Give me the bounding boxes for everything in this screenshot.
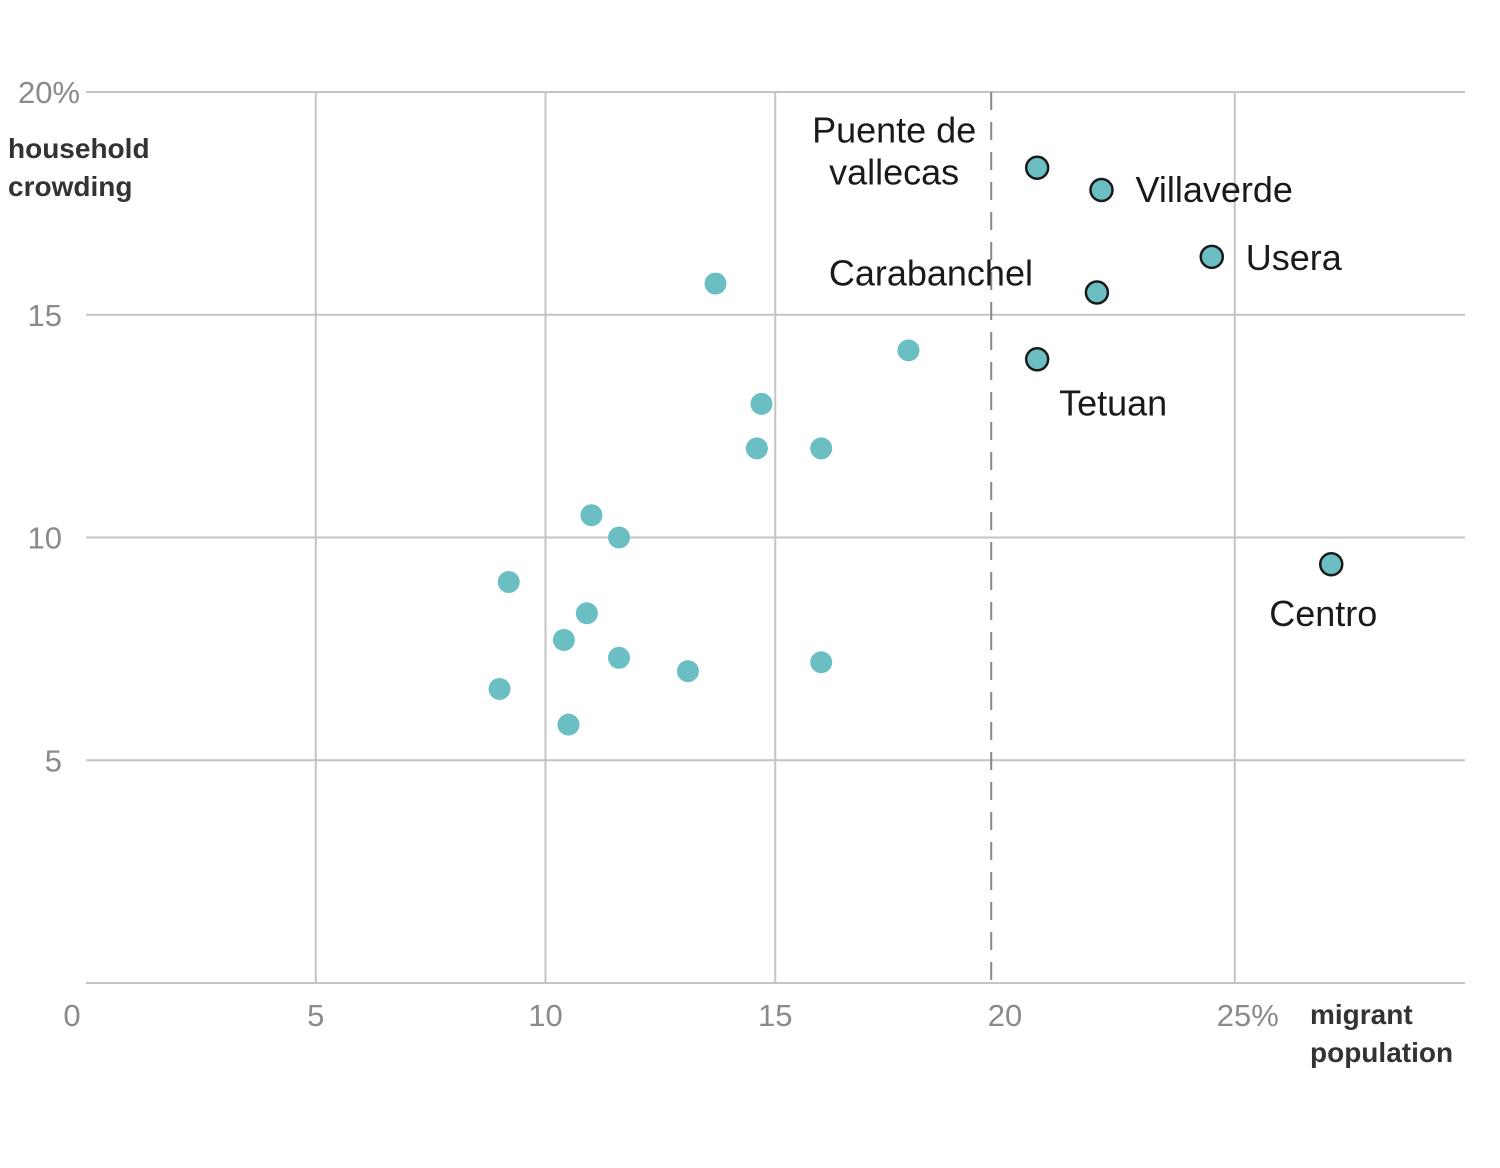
data-point (750, 392, 773, 415)
data-point (497, 571, 520, 594)
y-tick-label: 15 (28, 298, 62, 333)
point-label: Carabanchel (829, 252, 1033, 293)
x-tick-label: 5 (307, 998, 324, 1033)
highlighted-point (1024, 155, 1050, 180)
highlighted-point (1024, 347, 1050, 372)
data-point (897, 339, 920, 362)
y-axis-title: household (8, 133, 150, 164)
data-point (704, 272, 727, 295)
data-point (488, 677, 511, 700)
highlighted-point (1199, 244, 1225, 270)
point-label: Puente de (812, 110, 976, 151)
data-point (810, 437, 833, 460)
data-point (608, 646, 631, 669)
point-label: Centro (1269, 593, 1377, 634)
data-point (580, 504, 603, 527)
point-label: vallecas (829, 152, 959, 193)
point-label: Usera (1246, 237, 1343, 278)
x-tick-label: 25% (1217, 998, 1279, 1033)
data-point (810, 651, 833, 674)
data-point (608, 526, 631, 549)
y-tick-label: 5 (45, 743, 62, 778)
data-point (557, 713, 580, 736)
x-tick-label: 15 (758, 998, 792, 1033)
y-axis-title: crowding (8, 171, 132, 202)
data-point (745, 437, 768, 460)
highlighted-point (1089, 177, 1114, 203)
y-tick-label: 20% (18, 75, 80, 110)
x-axis-title: population (1310, 1037, 1453, 1068)
point-label: Villaverde (1135, 169, 1292, 210)
x-tick-label: 0 (63, 998, 80, 1033)
x-axis-title: migrant (1310, 999, 1413, 1030)
highlighted-point (1084, 280, 1110, 305)
x-tick-label: 20 (988, 998, 1022, 1033)
data-point (676, 660, 699, 683)
y-tick-label: 10 (28, 521, 62, 556)
point-label: Tetuan (1059, 382, 1167, 423)
x-tick-label: 10 (528, 998, 562, 1033)
highlighted-point (1318, 551, 1344, 577)
data-point (552, 628, 575, 651)
data-point (575, 602, 598, 625)
